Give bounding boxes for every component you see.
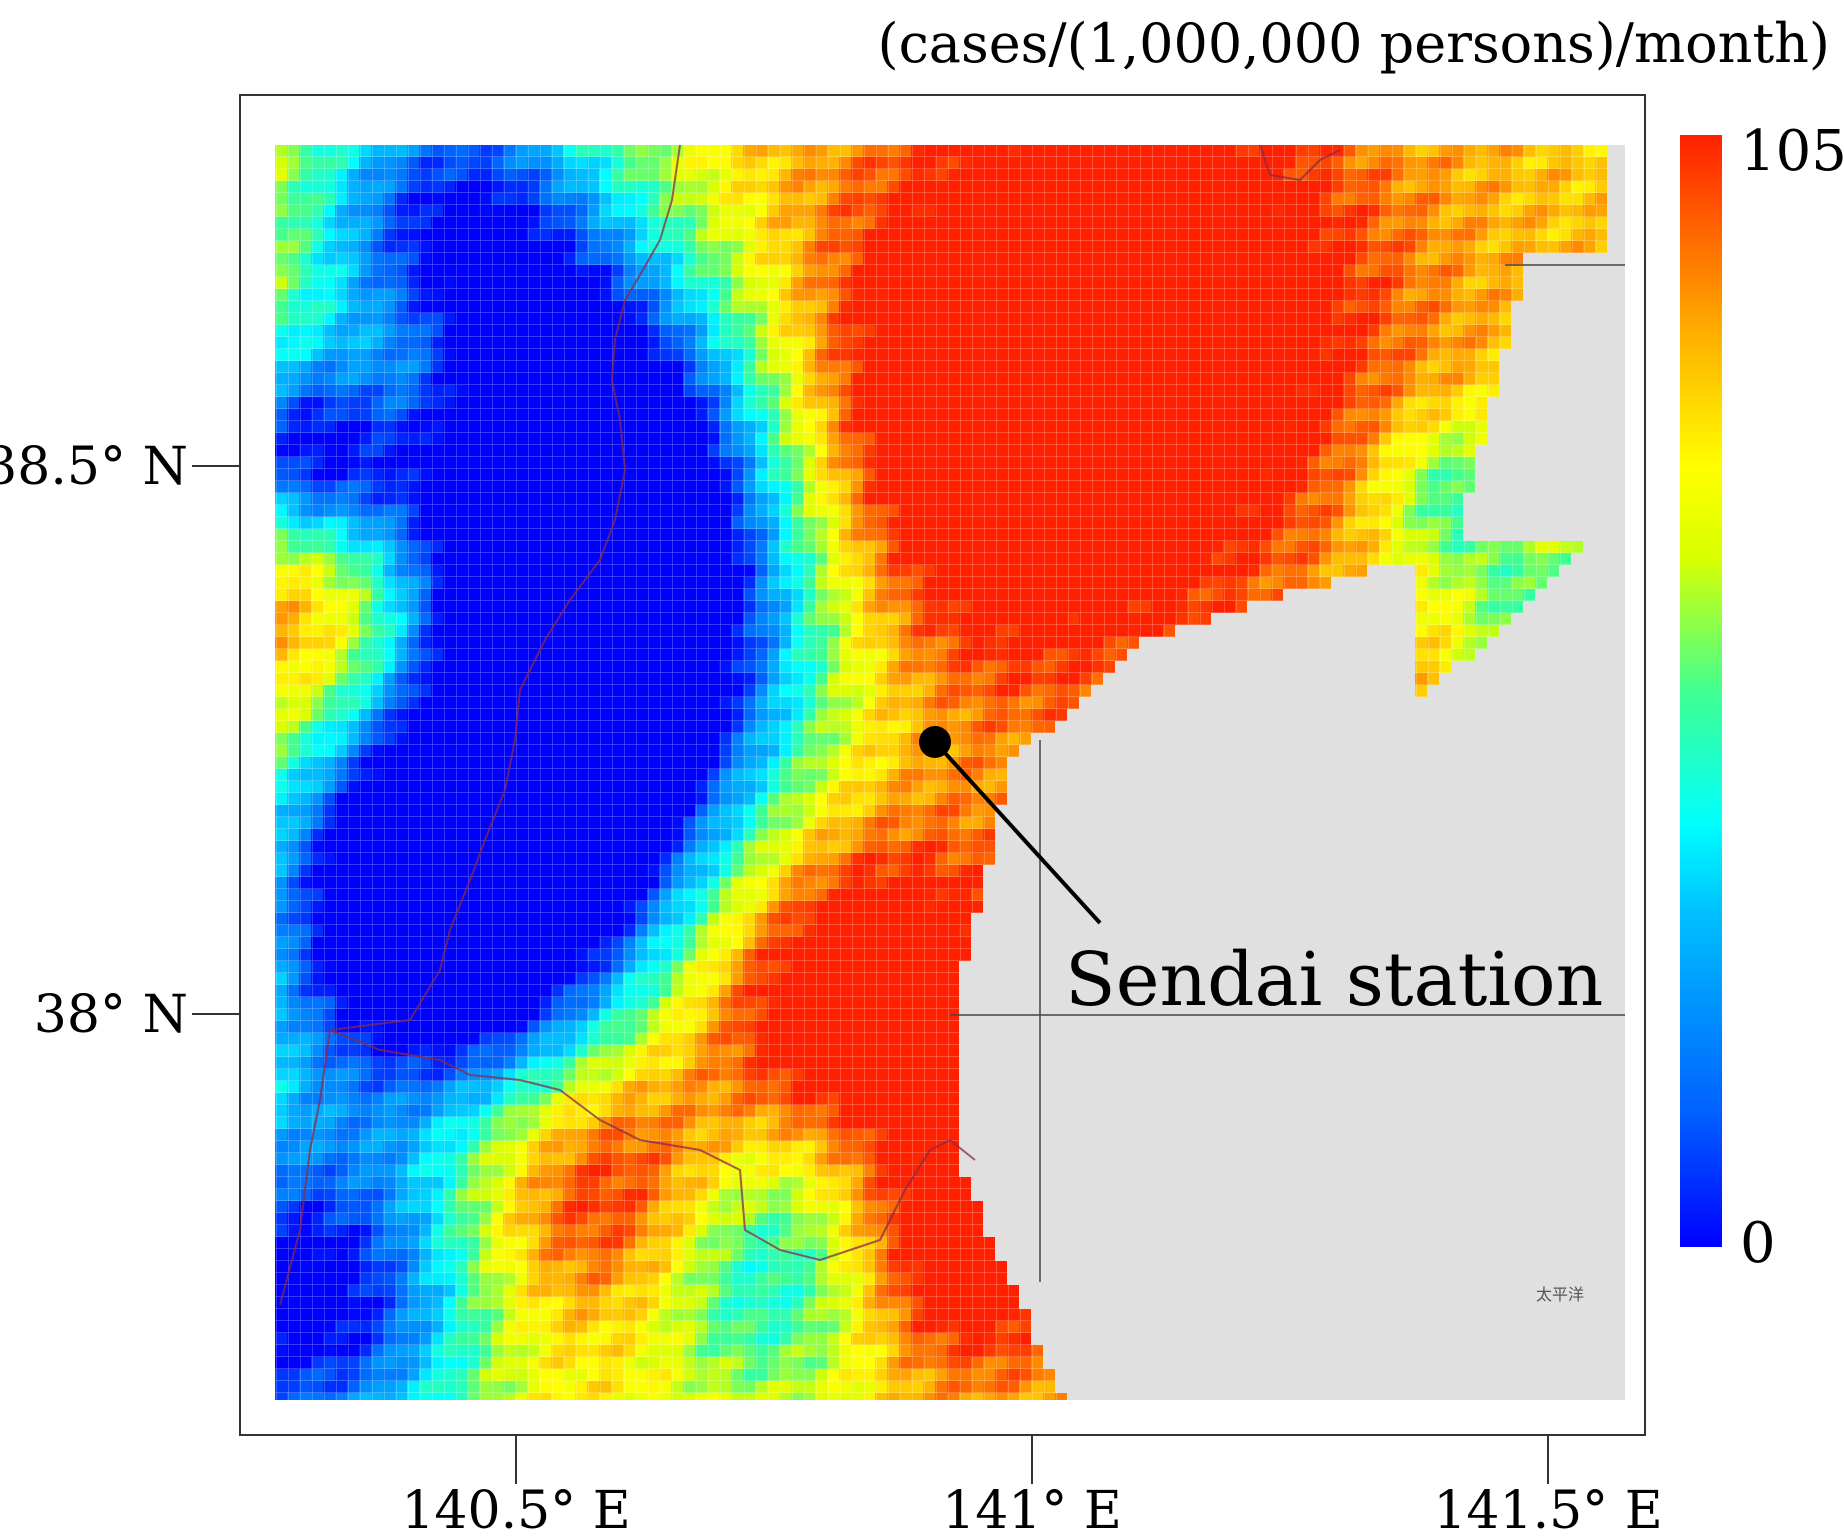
unit-label: (cases/(1,000,000 persons)/month) [878,12,1831,75]
map-plot-area: 太平洋 [275,145,1625,1400]
